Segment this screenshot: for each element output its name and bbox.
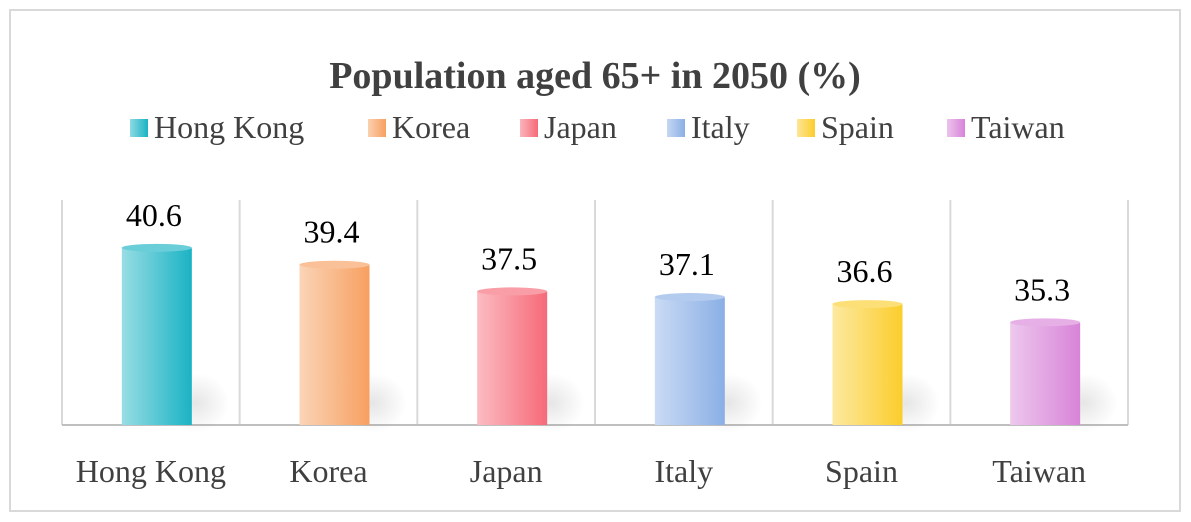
data-label-japan: 37.5 [481,240,537,276]
bar-spain [832,304,903,425]
legend-swatch [520,119,538,137]
data-labels: 40.6 39.4 37.5 37.1 36.6 35.3 [126,197,1070,308]
data-label-spain: 36.6 [837,253,893,289]
legend-label: Japan [544,109,617,145]
legend-entry-spain: Spain [797,109,894,145]
legend-swatch [368,119,386,137]
legend-label: Hong Kong [154,109,304,145]
legend-label: Spain [821,109,894,145]
legend-label: Taiwan [971,109,1065,145]
bar-japan [477,291,548,425]
legend-entry-japan: Japan [520,109,617,145]
bar-cap-italy [654,293,725,302]
bar-cap-taiwan [1010,318,1081,327]
bar-italy [654,297,725,425]
legend-label: Korea [392,109,470,145]
tick-label-japan: Japan [470,453,543,489]
legend: Hong Kong Korea Japan Italy Spain Taiwan [130,109,1065,145]
bar-cap-japan [477,287,548,296]
bar-cap-spain [832,300,903,309]
legend-entry-korea: Korea [368,109,470,145]
tick-label-spain: Spain [825,453,898,489]
bar-taiwan [1010,322,1081,425]
tick-label-korea: Korea [289,453,367,489]
data-label-hong-kong: 40.6 [126,197,182,233]
bar-cap-hong-kong [121,243,192,252]
bar-hong-kong [121,247,192,425]
legend-label: Italy [691,109,750,145]
category-separators [61,200,1129,425]
bar-korea [299,264,370,425]
data-label-taiwan: 35.3 [1014,271,1070,307]
chart-title: Population aged 65+ in 2050 (%) [329,55,861,97]
legend-entry-italy: Italy [667,109,750,145]
legend-entry-taiwan: Taiwan [947,109,1065,145]
tick-label-taiwan: Taiwan [992,453,1086,489]
tick-label-italy: Italy [655,453,714,489]
bars [121,243,1118,433]
data-label-italy: 37.1 [659,246,715,282]
legend-swatch [947,119,965,137]
tick-label-hong-kong: Hong Kong [76,453,226,489]
legend-swatch [130,119,148,137]
legend-swatch [797,119,815,137]
data-label-korea: 39.4 [304,214,360,250]
legend-entry-hong-kong: Hong Kong [130,109,304,145]
x-tick-labels: Hong Kong Korea Japan Italy Spain Taiwan [76,453,1086,489]
bar-cap-korea [299,260,370,269]
legend-swatch [667,119,685,137]
